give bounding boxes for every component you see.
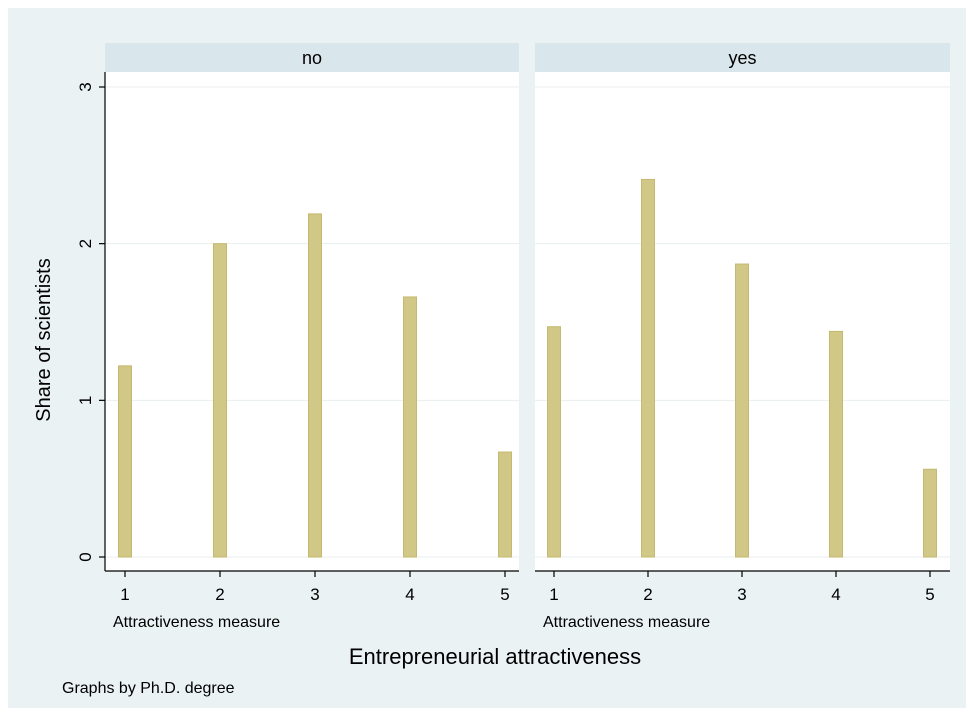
panel-strip: [105, 43, 519, 72]
panel-yes: yes 1 2 3 4 5 Attractiveness measure: [535, 43, 950, 631]
bar: [829, 330, 843, 558]
y-tick-label: 2: [76, 239, 95, 248]
bar: [403, 296, 417, 558]
bar: [308, 213, 322, 558]
x-tick-label: 3: [310, 585, 319, 604]
panel-no: no 1 2 3 4 5 Attractiveness measure: [105, 43, 519, 631]
x-tick-label: 3: [737, 585, 746, 604]
panel-strip: [535, 43, 950, 72]
bars: [547, 178, 937, 558]
panel-strip-label: no: [302, 48, 322, 68]
bar: [923, 468, 937, 558]
bar: [547, 326, 561, 558]
x-tick-label: 5: [500, 585, 509, 604]
y-axis-title: Share of scientists: [33, 258, 55, 421]
x-tick-label: 2: [643, 585, 652, 604]
panel-strip-label: yes: [728, 48, 756, 68]
bar: [213, 243, 227, 558]
graph-note: Graphs by Ph.D. degree: [62, 680, 235, 697]
x-axis: 1 2 3 4 5: [105, 570, 519, 604]
panel-x-label: Attractiveness measure: [543, 614, 710, 631]
x-tick-label: 4: [831, 585, 840, 604]
x-tick-label: 2: [215, 585, 224, 604]
y-tick-label: 3: [76, 82, 95, 91]
y-axis: 0 1 2 3: [76, 72, 106, 571]
bar: [118, 365, 132, 558]
x-axis-title: Entrepreneurial attractiveness: [349, 644, 641, 669]
y-tick-label: 1: [76, 396, 95, 405]
bar: [498, 451, 512, 558]
x-tick-label: 4: [405, 585, 414, 604]
x-tick-label: 5: [925, 585, 934, 604]
panel-x-label: Attractiveness measure: [113, 614, 280, 631]
bar: [641, 178, 655, 558]
y-tick-label: 0: [76, 552, 95, 561]
x-tick-label: 1: [120, 585, 129, 604]
bar: [735, 263, 749, 558]
bars: [118, 213, 512, 558]
x-axis: 1 2 3 4 5: [535, 570, 950, 604]
x-tick-label: 1: [549, 585, 558, 604]
